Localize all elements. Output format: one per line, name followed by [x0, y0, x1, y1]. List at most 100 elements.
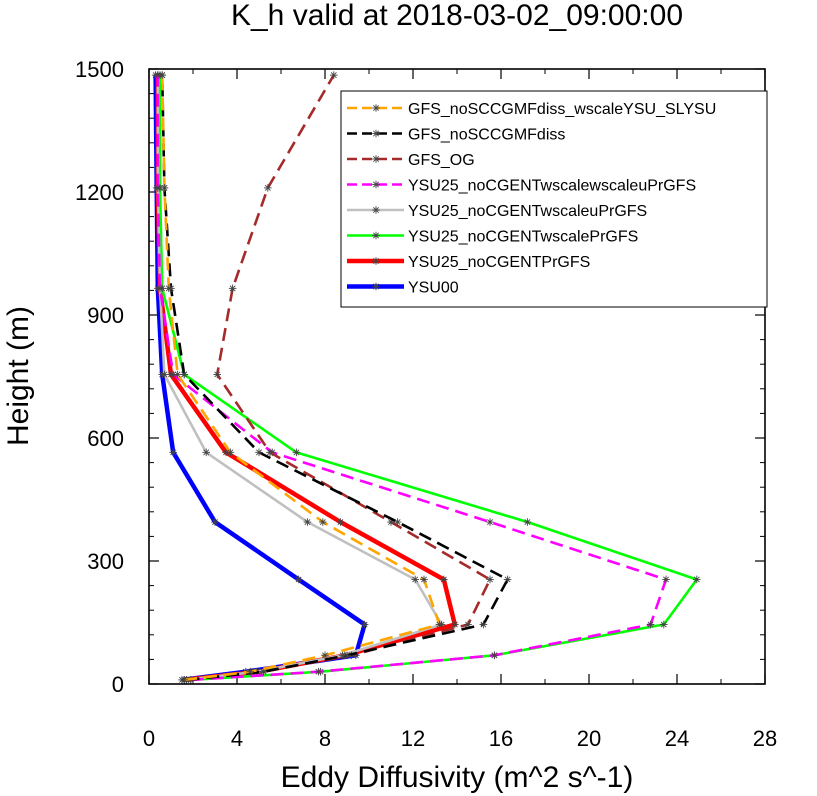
y-tick-label: 1500: [75, 57, 124, 82]
y-tick-label: 0: [112, 672, 124, 697]
series-marker: [420, 575, 428, 584]
legend-marker: [372, 129, 380, 138]
series-marker: [255, 448, 263, 457]
series-YSU25_noCGENTwscalewscaleuPrGFS: [154, 71, 670, 684]
x-tick-labels: 0 4 8 12 16 20 24 28: [143, 726, 777, 751]
series-marker: [213, 370, 221, 379]
series-marker: [343, 651, 351, 660]
series-marker: [246, 667, 254, 676]
legend-box: [340, 90, 768, 308]
legend-label: YSU25_noCGENTwscalePrGFS: [408, 229, 638, 246]
series-marker: [435, 620, 444, 629]
series-marker: [292, 448, 301, 457]
series-marker: [440, 575, 448, 584]
x-tick-label: 28: [753, 726, 777, 751]
series-marker: [486, 518, 494, 526]
series-marker: [490, 651, 499, 660]
legend-label: YSU25_noCGENTwscalewscaleuPrGFS: [408, 178, 696, 195]
y-tick-label: 600: [87, 426, 124, 451]
series-marker: [202, 448, 210, 457]
series-line: [160, 75, 509, 682]
legend-item: YSU25_noCGENTPrGFS: [347, 254, 590, 271]
series-marker: [360, 620, 369, 629]
series-marker: [180, 370, 188, 379]
series-line: [156, 75, 668, 682]
legend-item: GFS_OG: [347, 152, 475, 169]
series-marker: [479, 620, 488, 629]
series-marker: [338, 651, 347, 660]
series-marker: [259, 667, 268, 676]
series-marker: [266, 448, 274, 457]
series-marker: [523, 518, 532, 526]
series-marker: [319, 518, 327, 526]
series-marker: [154, 184, 162, 192]
series-marker: [160, 184, 169, 192]
chart-title: K_h valid at 2018-03-02_09:00:00: [231, 0, 683, 32]
legend-marker: [372, 104, 380, 112]
series-marker: [165, 284, 173, 293]
legend-marker: [372, 257, 380, 265]
legend-item: YSU00: [347, 280, 459, 297]
series-marker: [336, 518, 345, 526]
series-marker: [180, 676, 188, 684]
legend-item: GFS_noSCCGMFdiss_wscaleYSU_SLYSU: [347, 101, 716, 118]
legend: GFS_noSCCGMFdiss_wscaleYSU_SLYSU GFS_noSC…: [340, 90, 768, 308]
series-marker: [660, 620, 668, 629]
legend-label: GFS_noSCCGMFdiss: [408, 127, 565, 144]
series-marker: [228, 284, 237, 293]
legend-marker: [372, 155, 380, 163]
legend-item: YSU25_noCGENTwscaleuPrGFS: [347, 203, 647, 220]
series-marker: [211, 518, 219, 526]
series-GFS_noSCCGMFdiss_wscaleYSU_SLYSU: [158, 71, 444, 684]
legend-marker: [372, 282, 380, 291]
y-tick-label: 300: [87, 549, 124, 574]
legend-label: YSU00: [408, 280, 459, 297]
legend-marker: [372, 180, 380, 189]
x-tick-label: 8: [319, 726, 331, 751]
y-axis-title: Height (m): [2, 306, 35, 446]
x-axis-title: Eddy Diffusivity (m^2 s^-1): [281, 761, 634, 794]
series-marker: [646, 620, 655, 629]
series-marker: [503, 575, 512, 584]
series-marker: [393, 518, 402, 526]
series-marker: [411, 575, 419, 584]
plot-area: [148, 68, 766, 685]
series-marker: [693, 575, 701, 584]
series-marker: [321, 651, 329, 660]
x-tick-label: 12: [401, 726, 425, 751]
series-layer: [151, 71, 701, 684]
series-marker: [173, 370, 182, 379]
plot-frame: [148, 68, 766, 685]
series-marker: [451, 620, 459, 629]
y-tick-labels: 0 300 600 900 1200 1500: [75, 57, 124, 697]
legend-label: GFS_OG: [408, 152, 475, 169]
legend-label: GFS_noSCCGMFdiss_wscaleYSU_SLYSU: [408, 101, 716, 118]
y-tick-label: 1200: [75, 180, 124, 205]
series-marker: [169, 448, 177, 457]
series-marker: [662, 575, 670, 584]
series-marker: [158, 71, 166, 79]
series-marker: [330, 71, 338, 79]
legend-marker: [372, 231, 380, 240]
series-marker: [303, 518, 312, 526]
x-tick-label: 20: [577, 726, 601, 751]
legend-item: GFS_noSCCGMFdiss: [347, 127, 565, 144]
legend-item: YSU25_noCGENTwscalewscaleuPrGFS: [347, 178, 696, 195]
series-marker: [486, 575, 494, 584]
series-marker: [294, 575, 303, 584]
series-marker: [314, 667, 323, 676]
legend-marker: [372, 206, 380, 214]
x-tick-label: 0: [143, 726, 155, 751]
legend-label: YSU25_noCGENTPrGFS: [408, 254, 590, 271]
series-marker: [226, 448, 235, 457]
series-marker: [264, 184, 272, 192]
legend-item: YSU25_noCGENTwscalePrGFS: [347, 229, 638, 246]
x-tick-label: 16: [489, 726, 513, 751]
y-tick-label: 900: [87, 303, 124, 328]
x-tick-label: 24: [665, 726, 689, 751]
series-marker: [156, 284, 164, 293]
legend-label: YSU25_noCGENTwscaleuPrGFS: [408, 203, 647, 220]
series-marker: [160, 370, 169, 379]
x-tick-label: 4: [231, 726, 243, 751]
